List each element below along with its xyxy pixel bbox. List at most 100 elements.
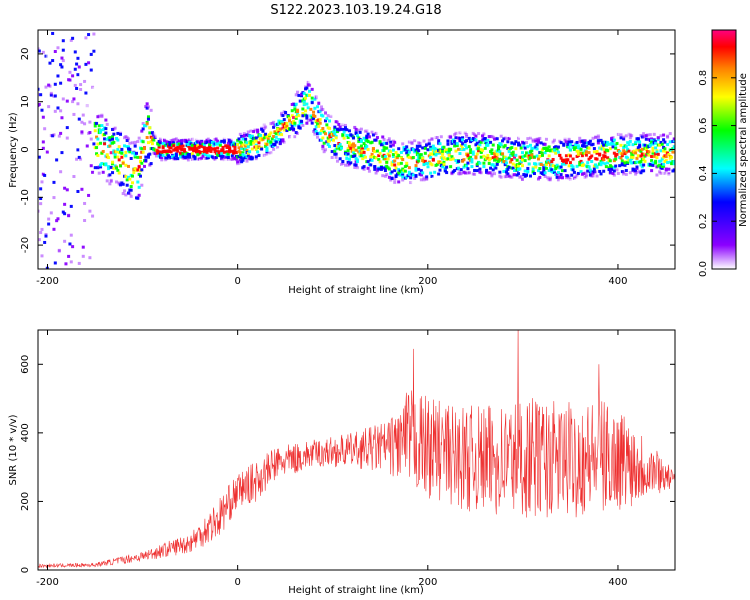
spectrogram-cell — [409, 136, 413, 140]
spectrogram-cell — [133, 153, 137, 157]
spectrogram-cell — [347, 129, 351, 133]
spectrogram-cell — [570, 179, 574, 183]
spectrogram-cell — [552, 148, 556, 152]
spectrogram-cell — [277, 119, 281, 123]
spectrogram-cell — [298, 99, 302, 103]
spectrogram-cell — [64, 262, 68, 266]
spectrogram-cell — [93, 177, 97, 181]
spectrogram-cell — [61, 97, 65, 101]
spectrogram-cell — [141, 150, 145, 154]
spectrogram-cell — [627, 179, 631, 183]
spectrogram-cell — [387, 180, 391, 184]
spectrogram-cell — [100, 151, 104, 155]
spectrogram-cell — [233, 148, 237, 152]
spectrogram-cell — [463, 131, 467, 135]
spectrogram-x-ticks: -200 0 200 400 — [36, 30, 628, 287]
spectrogram-cell — [264, 132, 268, 136]
spectrogram-cell — [550, 183, 554, 187]
spectrogram-cell — [154, 159, 158, 163]
spectrogram-cell — [563, 169, 567, 173]
spectrogram-cell — [445, 171, 449, 175]
spectrogram-cell — [546, 176, 550, 180]
spectrogram-cell — [425, 177, 429, 181]
spectrogram-cell — [242, 154, 246, 158]
spectrogram-cell — [321, 149, 325, 153]
spectrogram-cell — [112, 140, 116, 144]
spectrogram-cell — [261, 129, 265, 133]
spectrogram-cell — [289, 127, 293, 131]
spectrogram-cell — [443, 178, 447, 182]
spectrogram-cell — [321, 126, 325, 130]
spectrogram-cell — [664, 167, 668, 171]
spectrogram-cell — [409, 137, 413, 141]
spectrogram-cell — [178, 137, 182, 141]
spectrogram-cell — [455, 142, 459, 146]
spectrogram-cell — [262, 126, 266, 130]
spectrogram-cell — [358, 152, 362, 156]
spectrogram-cell — [458, 172, 462, 176]
spectrogram-cell — [125, 197, 129, 201]
spectrogram-cell — [225, 159, 229, 163]
spectrogram-cell — [119, 183, 123, 187]
spectrogram-cell — [61, 39, 65, 43]
spectrogram-cell — [125, 178, 129, 182]
spectrogram-cell — [654, 140, 658, 144]
spectrogram-cell — [363, 123, 367, 127]
spectrogram-cell — [660, 157, 664, 161]
spectrogram-cell — [350, 144, 354, 148]
spectrogram-cell — [132, 151, 136, 155]
spectrogram-cell — [620, 159, 624, 163]
spectrogram-cell — [576, 171, 580, 175]
spectrogram-cell — [562, 132, 566, 136]
spectrogram-cell — [281, 138, 285, 142]
spectrogram-y-tick-label: -20 — [20, 237, 31, 253]
spectrogram-cell — [249, 142, 253, 146]
spectrogram-cell — [418, 144, 422, 148]
spectrogram-cell — [655, 150, 659, 154]
spectrogram-cell — [158, 141, 162, 145]
spectrogram-cell — [598, 153, 602, 157]
spectrogram-cell — [530, 149, 534, 153]
spectrogram-cell — [507, 148, 511, 152]
spectrogram-cell — [619, 136, 623, 140]
spectrogram-cell — [518, 135, 522, 139]
spectrogram-cell — [134, 205, 138, 209]
spectrogram-cell — [72, 97, 76, 101]
spectrogram-cell — [462, 129, 466, 133]
spectrogram-cell — [446, 139, 450, 143]
spectrogram-cell — [417, 132, 421, 136]
spectrogram-cell — [421, 171, 425, 175]
spectrogram-cell — [111, 171, 115, 175]
spectrogram-cell — [587, 165, 591, 169]
spectrogram-cell — [261, 156, 265, 160]
spectrogram-cell — [87, 33, 91, 37]
spectrogram-cell — [532, 132, 536, 136]
spectrogram-cell — [313, 106, 317, 110]
spectrogram-cell — [387, 179, 391, 183]
spectrogram-cell — [363, 155, 367, 159]
spectrogram-cell — [373, 129, 377, 133]
spectrogram-cell — [405, 145, 409, 149]
spectrogram-cell — [222, 158, 226, 162]
spectrogram-cell — [622, 127, 626, 131]
spectrogram-cell — [63, 212, 67, 216]
spectrogram-cell — [555, 131, 559, 135]
spectrogram-cell — [289, 100, 293, 104]
spectrogram-cell — [670, 126, 674, 130]
spectrogram-cell — [447, 149, 451, 153]
spectrogram-cell — [172, 141, 176, 145]
spectrogram-cell — [284, 106, 288, 110]
spectrogram-cell — [582, 179, 586, 183]
spectrogram-cell — [212, 140, 216, 144]
spectrogram-cell — [399, 161, 403, 165]
spectrogram-cell — [530, 146, 534, 150]
spectrogram-cell — [648, 177, 652, 181]
spectrogram-cell — [286, 140, 290, 144]
spectrogram-cell — [83, 122, 87, 126]
spectrogram-cell — [88, 120, 92, 124]
spectrogram-cell — [160, 135, 164, 139]
spectrogram-cell — [222, 139, 226, 143]
spectrogram-cell — [309, 107, 313, 111]
spectrogram-cell — [252, 124, 256, 128]
spectrogram-cell — [55, 247, 59, 251]
